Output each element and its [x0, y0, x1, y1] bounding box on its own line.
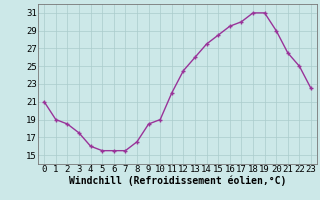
X-axis label: Windchill (Refroidissement éolien,°C): Windchill (Refroidissement éolien,°C)	[69, 176, 286, 186]
